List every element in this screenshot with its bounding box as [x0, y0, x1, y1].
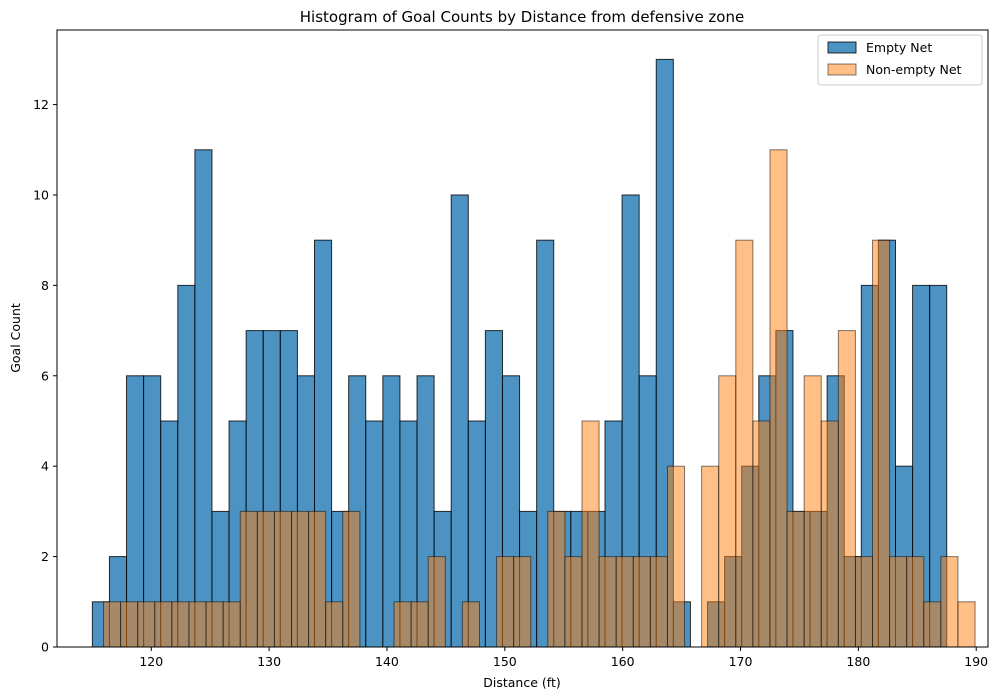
- legend-label-empty-net: Empty Net: [866, 40, 932, 55]
- bar-non-empty-net: [222, 601, 241, 648]
- bar-non-empty-net: [273, 510, 293, 648]
- bar-non-empty-net: [137, 601, 156, 648]
- x-axis-label: Distance (ft): [483, 675, 560, 690]
- bar-non-empty-net: [308, 510, 327, 648]
- legend-swatch-empty-net: [827, 41, 857, 54]
- x-tick-label: 150: [493, 654, 517, 669]
- y-axis-label: Goal Count: [8, 303, 23, 373]
- y-tick-label: 2: [41, 549, 49, 564]
- bar-empty-net: [194, 149, 213, 648]
- x-tick-label: 140: [375, 654, 399, 669]
- bar-non-empty-net: [461, 601, 480, 648]
- bar-non-empty-net: [427, 556, 446, 648]
- bar-non-empty-net: [769, 149, 788, 648]
- bar-non-empty-net: [666, 465, 686, 648]
- bar-non-empty-net: [154, 601, 173, 648]
- bar-non-empty-net: [718, 375, 737, 648]
- legend-label-non-empty-net: Non-empty Net: [866, 62, 962, 77]
- bar-non-empty-net: [854, 556, 874, 648]
- bar-non-empty-net: [239, 510, 258, 648]
- bar-non-empty-net: [632, 556, 651, 648]
- bar-non-empty-net: [889, 556, 908, 648]
- chart-title: Histogram of Goal Counts by Distance fro…: [300, 8, 744, 26]
- y-tick-label: 10: [33, 187, 49, 202]
- bar-non-empty-net: [581, 420, 600, 648]
- bar-non-empty-net: [342, 510, 361, 648]
- bar-non-empty-net: [393, 601, 412, 648]
- x-axis: 120 130 140 150 160 170 180 190: [139, 647, 988, 669]
- y-tick-label: 6: [41, 368, 49, 383]
- bar-non-empty-net: [837, 330, 856, 648]
- bar-non-empty-net: [410, 601, 429, 648]
- x-tick-label: 170: [729, 654, 753, 669]
- bars-layer: [91, 58, 976, 648]
- bar-non-empty-net: [103, 601, 122, 648]
- bar-non-empty-net: [786, 510, 805, 648]
- y-tick-label: 0: [41, 640, 49, 655]
- bar-non-empty-net: [923, 601, 942, 648]
- bar-non-empty-net: [513, 556, 532, 648]
- bar-non-empty-net: [325, 601, 344, 648]
- plot-frame: [56, 29, 989, 648]
- x-tick-label: 120: [139, 654, 163, 669]
- y-axis: 0 2 4 6 8 10 12: [33, 97, 57, 655]
- bar-non-empty-net: [906, 556, 925, 648]
- y-tick-label: 8: [41, 278, 49, 293]
- bar-non-empty-net: [752, 420, 771, 648]
- bar-non-empty-net: [649, 556, 668, 648]
- legend-frame: [817, 34, 983, 86]
- x-tick-label: 130: [257, 654, 281, 669]
- bar-non-empty-net: [256, 510, 275, 648]
- legend-swatch-non-empty-net: [827, 63, 857, 76]
- x-tick-label: 190: [964, 654, 988, 669]
- x-tick-label: 160: [611, 654, 635, 669]
- bar-non-empty-net: [735, 239, 754, 648]
- bar-non-empty-net: [564, 556, 583, 648]
- bar-non-empty-net: [496, 556, 515, 648]
- bar-non-empty-net: [547, 510, 566, 648]
- x-tick-label: 180: [846, 654, 870, 669]
- bar-non-empty-net: [188, 601, 207, 648]
- bar-non-empty-net: [872, 239, 891, 648]
- bar-non-empty-net: [598, 556, 617, 648]
- bar-non-empty-net: [820, 420, 839, 648]
- bar-non-empty-net: [701, 465, 720, 648]
- bar-non-empty-net: [291, 510, 310, 648]
- bar-non-empty-net: [120, 601, 139, 648]
- y-tick-label: 4: [41, 459, 49, 474]
- legend: Empty Net Non-empty Net: [817, 34, 983, 86]
- y-tick-label: 12: [33, 97, 49, 112]
- bar-non-empty-net: [957, 601, 976, 648]
- bar-non-empty-net: [171, 601, 190, 648]
- bar-non-empty-net: [940, 556, 959, 648]
- bar-non-empty-net: [803, 375, 822, 648]
- bar-non-empty-net: [205, 601, 224, 648]
- bar-empty-net: [365, 420, 384, 648]
- bar-empty-net: [177, 284, 196, 648]
- bar-empty-net: [450, 194, 469, 648]
- bar-non-empty-net: [615, 556, 634, 648]
